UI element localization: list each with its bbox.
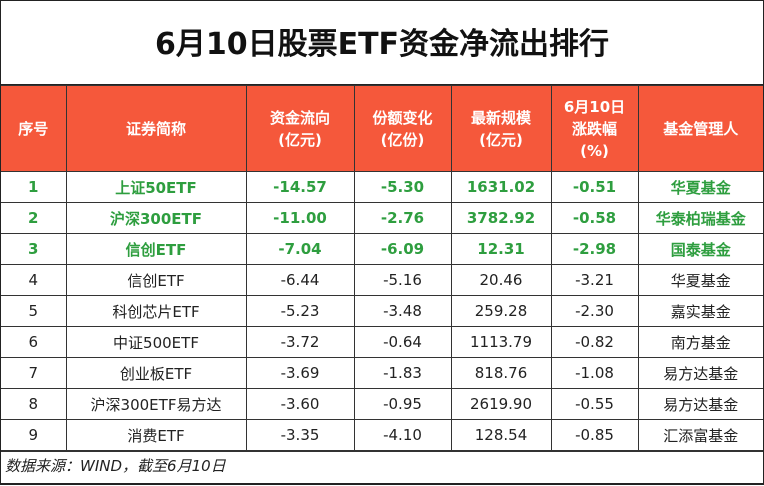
cell-fund-flow: -7.04 [245,233,355,265]
column-header-latest-size: 最新规模 (亿元) [450,85,552,172]
cell-price-change: -1.08 [550,357,639,389]
table-row: 2 沪深300ETF -11.00 -2.76 3782.92 -0.58 华泰柏瑞基金 [1,202,763,234]
table-row: 1 上证50ETF -14.57 -5.30 1631.02 -0.51 华夏基金 [1,171,763,203]
column-header-price-change: 6月10日涨跌幅 (%) [550,85,639,172]
cell-share-change: -2.76 [353,202,452,234]
column-header-line: 6月10日 [563,97,626,116]
cell-latest-size: 2619.90 [450,388,552,420]
cell-fund-flow: -11.00 [245,202,355,234]
cell-security-name: 沪深300ETF [65,202,247,234]
cell-fund-flow: -3.72 [245,326,355,358]
cell-fund-manager: 易方达基金 [637,357,763,389]
cell-share-change: -6.09 [353,233,452,265]
column-header-security-name: 证券简称 [65,85,247,172]
cell-latest-size: 818.76 [450,357,552,389]
cell-share-change: -3.48 [353,295,452,327]
cell-price-change: -2.30 [550,295,639,327]
column-header-fund-manager: 基金管理人 [637,85,763,172]
cell-security-name: 中证500ETF [65,326,247,358]
cell-fund-manager: 汇添富基金 [637,419,763,451]
cell-security-name: 信创ETF [65,264,247,296]
column-header-line: (亿元) [278,130,322,149]
table-row: 4 信创ETF -6.44 -5.16 20.46 -3.21 华夏基金 [1,264,763,296]
column-header-line: (亿元) [479,130,523,149]
cell-fund-manager: 华夏基金 [637,171,763,203]
cell-price-change: -0.55 [550,388,639,420]
cell-fund-manager: 南方基金 [637,326,763,358]
cell-latest-size: 3782.92 [450,202,552,234]
cell-price-change: -0.58 [550,202,639,234]
cell-fund-flow: -3.60 [245,388,355,420]
cell-fund-manager: 国泰基金 [637,233,763,265]
table-row: 3 信创ETF -7.04 -6.09 12.31 -2.98 国泰基金 [1,233,763,265]
column-header-line: (亿份) [380,130,425,149]
source-note: 数据来源：WIND，截至6月10日 [1,451,763,480]
cell-price-change: -2.98 [550,233,639,265]
cell-latest-size: 12.31 [450,233,552,265]
cell-share-change: -1.83 [353,357,452,389]
cell-share-change: -5.16 [353,264,452,296]
cell-fund-manager: 华泰柏瑞基金 [637,202,763,234]
cell-share-change: -0.64 [353,326,452,358]
cell-rank: 4 [1,264,67,296]
cell-security-name: 信创ETF [65,233,247,265]
cell-rank: 5 [1,295,67,327]
cell-fund-manager: 易方达基金 [637,388,763,420]
cell-price-change: -3.21 [550,264,639,296]
cell-latest-size: 20.46 [450,264,552,296]
cell-latest-size: 1113.79 [450,326,552,358]
cell-security-name: 创业板ETF [65,357,247,389]
cell-fund-flow: -3.35 [245,419,355,451]
table-row: 7 创业板ETF -3.69 -1.83 818.76 -1.08 易方达基金 [1,357,763,389]
cell-rank: 9 [1,419,67,451]
cell-latest-size: 259.28 [450,295,552,327]
cell-price-change: -0.85 [550,419,639,451]
column-header-share-change: 份额变化 (亿份) [353,85,452,172]
cell-rank: 1 [1,171,67,203]
column-header-line: 资金流向 [269,108,330,127]
cell-security-name: 消费ETF [65,419,247,451]
cell-security-name: 科创芯片ETF [65,295,247,327]
cell-price-change: -0.51 [550,171,639,203]
cell-fund-manager: 嘉实基金 [637,295,763,327]
cell-security-name: 沪深300ETF易方达 [65,388,247,420]
cell-fund-flow: -6.44 [245,264,355,296]
column-header-line: (%) [580,141,609,160]
cell-rank: 3 [1,233,67,265]
cell-share-change: -5.30 [353,171,452,203]
ranking-table: 序号 证券简称 资金流向 (亿元) 份额变化 (亿份) 最新规模 (亿元) 6月10日涨跌幅 (%… [1,85,763,451]
cell-rank: 2 [1,202,67,234]
cell-rank: 7 [1,357,67,389]
table-row: 6 中证500ETF -3.72 -0.64 1113.79 -0.82 南方基金 [1,326,763,358]
column-header-line: 最新规模 [470,108,531,127]
cell-share-change: -0.95 [353,388,452,420]
column-header-rank: 序号 [1,85,67,172]
table-header-row: 序号 证券简称 资金流向 (亿元) 份额变化 (亿份) 最新规模 (亿元) 6月10日涨跌幅 (%… [1,85,763,172]
table-row: 9 消费ETF -3.35 -4.10 128.54 -0.85 汇添富基金 [1,419,763,451]
column-header-line: 涨跌幅 [571,119,617,138]
cell-fund-manager: 华夏基金 [637,264,763,296]
cell-rank: 8 [1,388,67,420]
cell-price-change: -0.82 [550,326,639,358]
table-row: 5 科创芯片ETF -5.23 -3.48 259.28 -2.30 嘉实基金 [1,295,763,327]
cell-latest-size: 128.54 [450,419,552,451]
column-header-line: 基金管理人 [663,119,739,138]
column-header-line: 份额变化 [372,108,433,127]
table-row: 8 沪深300ETF易方达 -3.60 -0.95 2619.90 -0.55 易方达基金 [1,388,763,420]
column-header-line: 序号 [18,119,49,138]
cell-fund-flow: -5.23 [245,295,355,327]
column-header-line: 证券简称 [125,119,186,138]
page-title: 6月10日股票ETF资金净流出排行 [1,1,763,85]
cell-share-change: -4.10 [353,419,452,451]
cell-latest-size: 1631.02 [450,171,552,203]
cell-security-name: 上证50ETF [65,171,247,203]
cell-rank: 6 [1,326,67,358]
column-header-fund-flow: 资金流向 (亿元) [245,85,355,172]
cell-fund-flow: -14.57 [245,171,355,203]
cell-fund-flow: -3.69 [245,357,355,389]
